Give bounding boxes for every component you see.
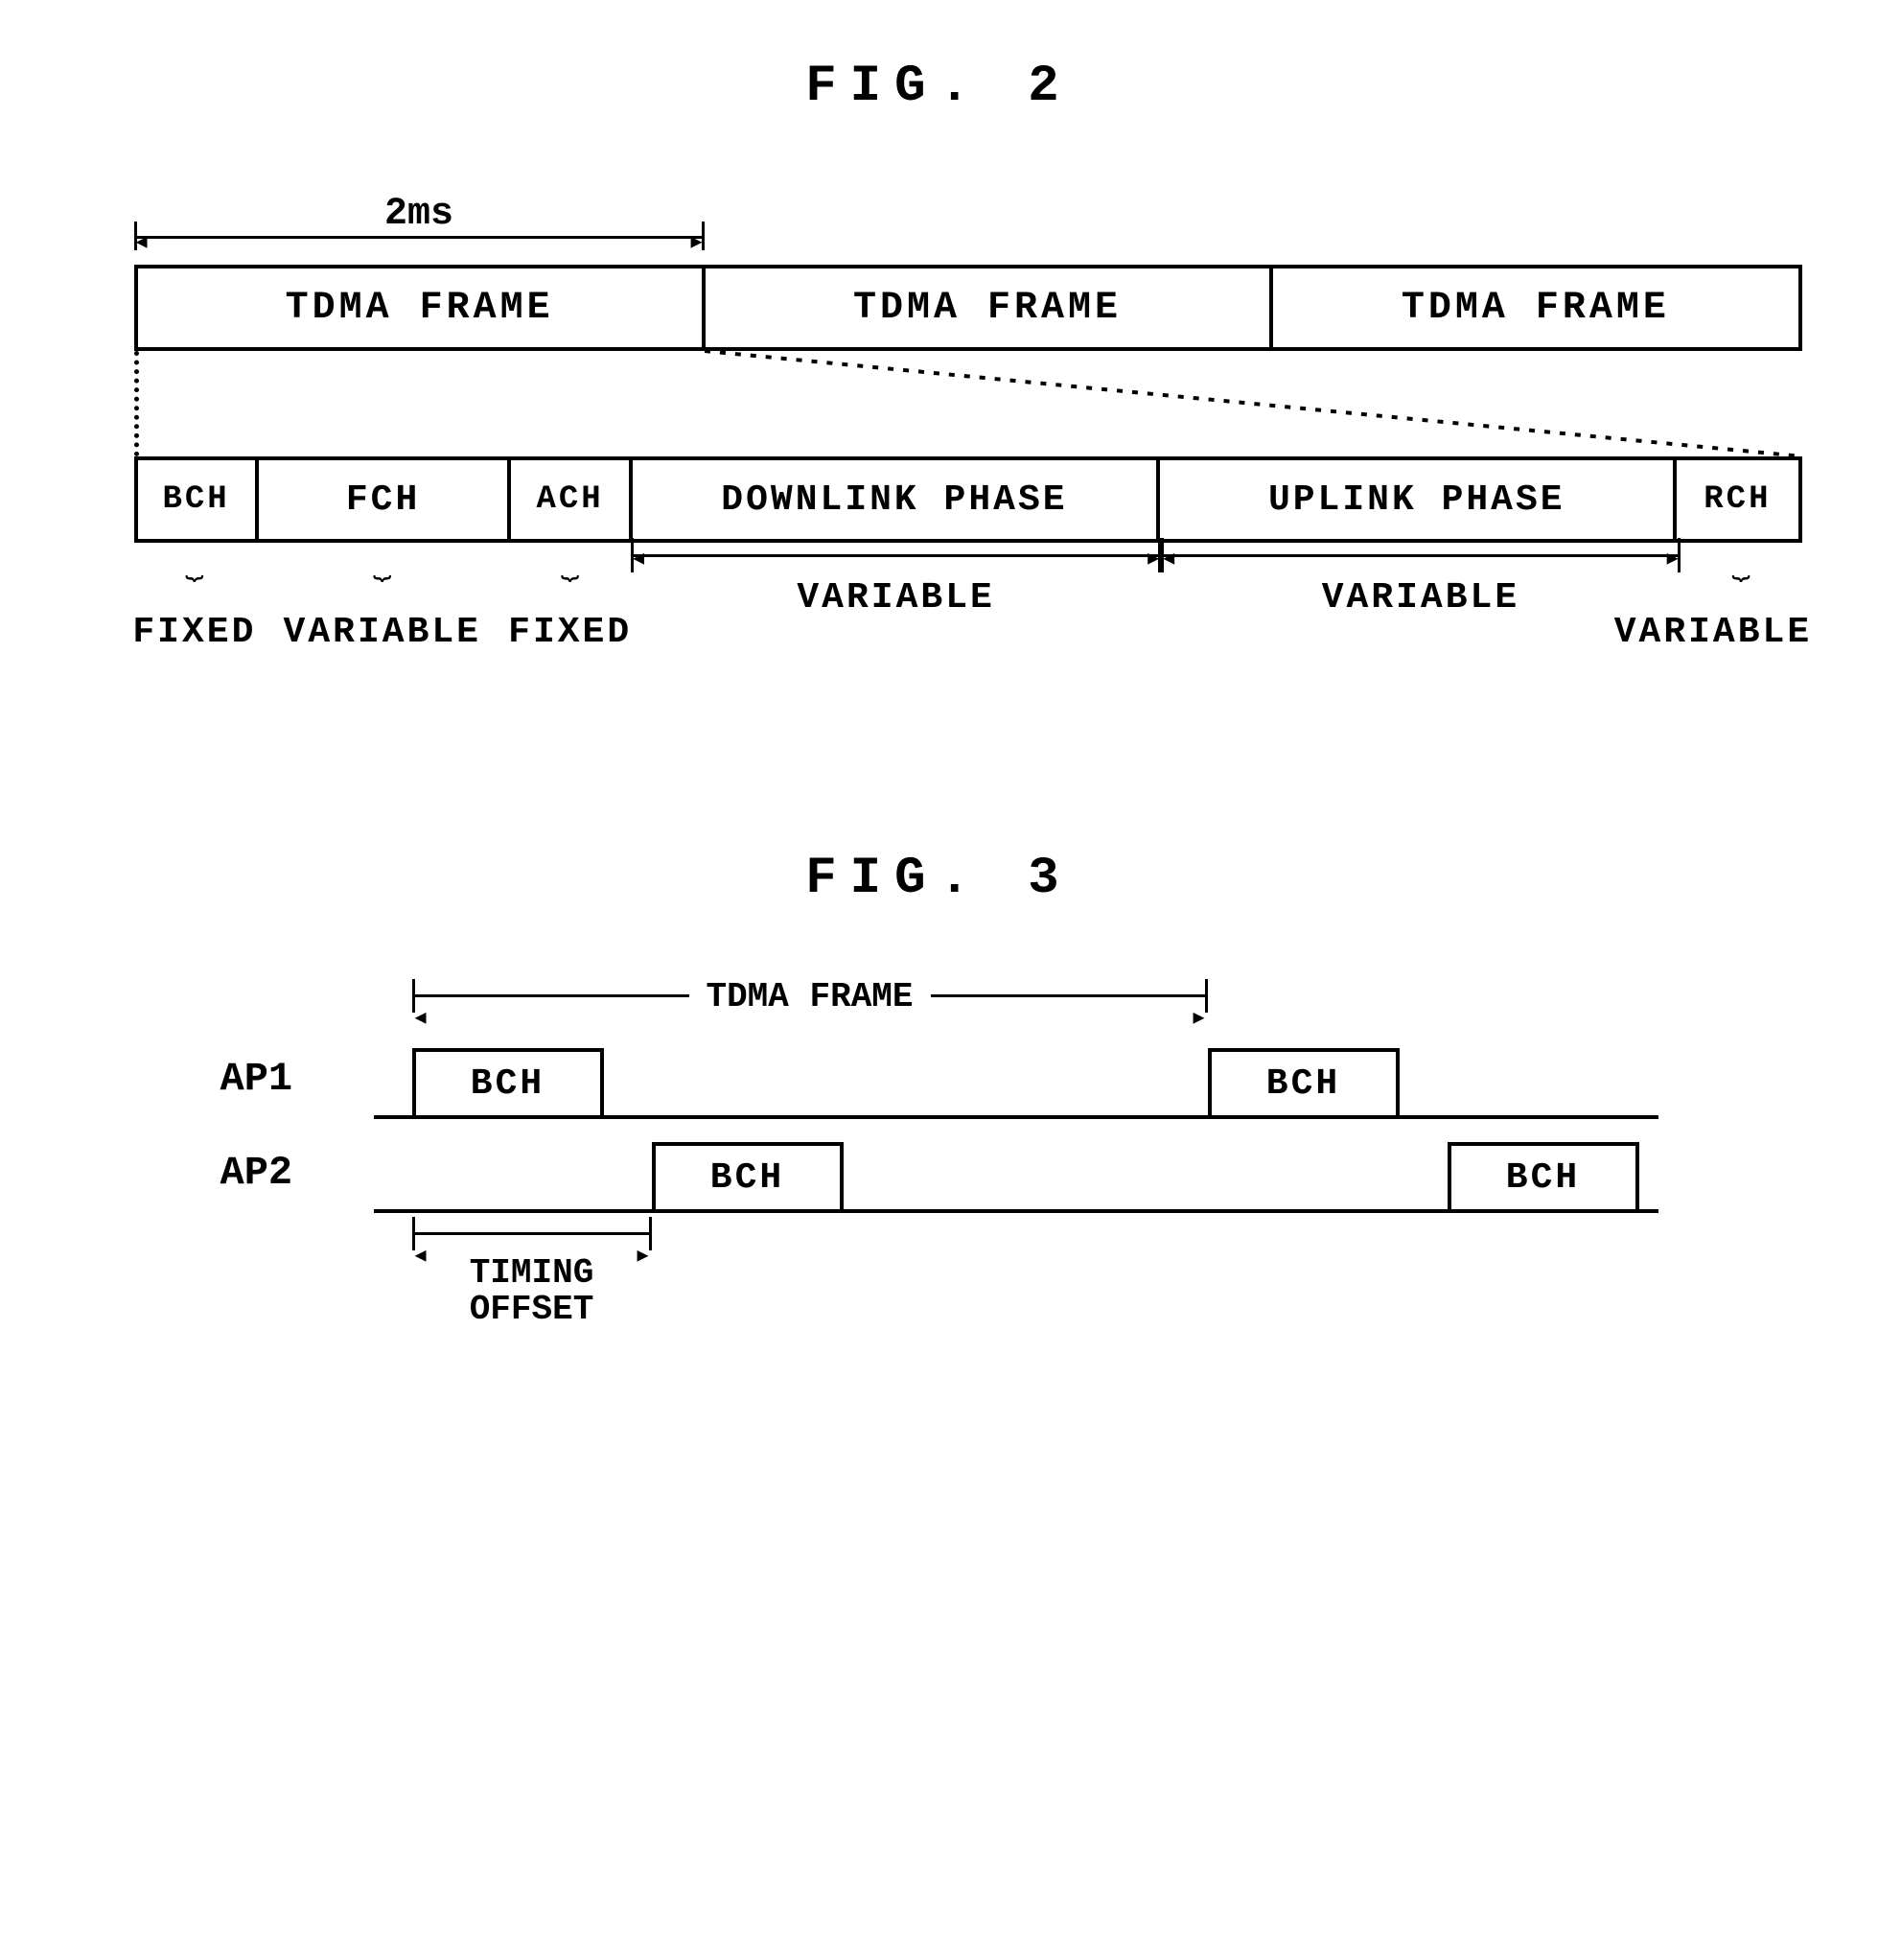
fig2-segment-cell: RCH — [1677, 460, 1797, 539]
fig2-segment-cell: BCH — [138, 460, 259, 539]
fig2-size-label: FIXED — [508, 612, 632, 653]
fig2-title: FIG. 2 — [38, 58, 1840, 116]
fig3-timing-offset-dim: ◀▶ TIMINGOFFSET — [374, 1221, 1658, 1336]
fig3-bch-box: BCH — [652, 1142, 844, 1209]
fig3-container: ◀▶ TDMA FRAME AP1 BCH BCH AP2 BCH BCH ◀▶ T… — [220, 975, 1658, 1336]
fig2-segment-cell: ACH — [511, 460, 632, 539]
fig3-title: FIG. 3 — [38, 850, 1840, 908]
fig2-dotted-projection — [134, 351, 1802, 456]
fig3-bch-box: BCH — [1448, 1142, 1639, 1209]
fig2-frame-cell: TDMA FRAME — [1273, 268, 1797, 347]
fig3-timing-offset-label: TIMINGOFFSET — [470, 1255, 594, 1328]
fig2-dim-label: 2ms — [384, 193, 453, 236]
fig2-size-label: VARIABLE — [284, 612, 481, 653]
fig3-ap1-row: AP1 BCH BCH — [220, 1033, 1658, 1119]
fig3-tdma-dim: ◀▶ TDMA FRAME — [374, 975, 1658, 1033]
fig2-segment-cell: UPLINK PHASE — [1160, 460, 1677, 539]
figure-2: FIG. 2 2ms ◀▶ TDMA FRAMETDMA FRAMETDMA F… — [38, 58, 1840, 658]
fig3-ap1-label: AP1 — [220, 1056, 374, 1119]
fig3-ap2-row: AP2 BCH BCH — [220, 1127, 1658, 1213]
fig2-size-labels: ⏟FIXED⏟VARIABLE⏟FIXED◀▶VARIABLE◀▶VARIABL… — [134, 543, 1802, 658]
figure-3: FIG. 3 ◀▶ TDMA FRAME AP1 BCHBCH AP2 BCHB… — [38, 850, 1840, 1336]
fig2-frame-cell: TDMA FRAME — [706, 268, 1273, 347]
fig3-ap2-timeline: BCH BCH — [374, 1127, 1658, 1213]
fig2-segments-row: BCHFCHACHDOWNLINK PHASEUPLINK PHASERCH — [134, 456, 1802, 543]
fig2-frame-cell: TDMA FRAME — [138, 268, 706, 347]
fig3-bch-box: BCH — [1208, 1048, 1400, 1115]
fig3-ap1-timeline: BCH BCH — [374, 1033, 1658, 1119]
fig2-size-label: FIXED — [132, 612, 256, 653]
fig2-segment-cell: FCH — [259, 460, 512, 539]
fig3-ap2-label: AP2 — [220, 1150, 374, 1213]
fig2-segment-cell: DOWNLINK PHASE — [633, 460, 1161, 539]
fig2-frames-row: TDMA FRAMETDMA FRAMETDMA FRAME — [134, 265, 1802, 351]
fig2-size-label: VARIABLE — [1614, 612, 1812, 653]
fig2-size-label: VARIABLE — [1322, 577, 1519, 618]
fig2-dim-2ms: 2ms ◀▶ — [134, 236, 705, 265]
fig2-size-label: VARIABLE — [797, 577, 994, 618]
fig2-container: 2ms ◀▶ TDMA FRAMETDMA FRAMETDMA FRAME BC… — [77, 183, 1802, 658]
fig3-tdma-label: TDMA FRAME — [688, 977, 930, 1016]
fig3-bch-box: BCH — [412, 1048, 604, 1115]
